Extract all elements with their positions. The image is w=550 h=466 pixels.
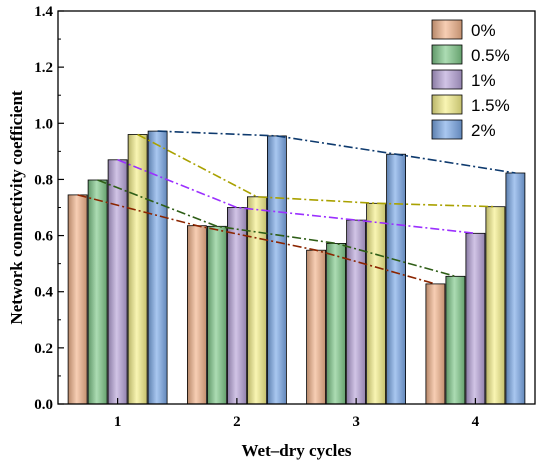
axes-layer: 0.0 0.2 0.4 0.6 0.8 1.0 1.2 1.4 1 2 3 4 xyxy=(34,4,479,430)
bar-0%-cycle-3 xyxy=(306,249,327,405)
y-tick-label: 0.8 xyxy=(34,172,53,188)
bars-layer xyxy=(67,130,526,405)
trend-line-0% xyxy=(77,194,436,285)
x-axis-title: Wet–dry cycles xyxy=(242,441,352,460)
bar-1.5%-cycle-4 xyxy=(485,206,506,405)
bar-0%-cycle-1 xyxy=(67,194,88,405)
x-tick-label: 1 xyxy=(114,414,122,430)
y-tick-label: 0.4 xyxy=(34,285,53,301)
y-tick-label: 1.4 xyxy=(34,4,53,20)
legend-swatch-2% xyxy=(431,119,463,140)
legend-label: 0.5% xyxy=(471,46,510,65)
bar-0%-cycle-4 xyxy=(425,283,446,405)
bar-2%-cycle-4 xyxy=(505,172,526,405)
trend-line-2% xyxy=(157,130,516,174)
bar-0%-cycle-2 xyxy=(186,225,207,405)
legend-swatch-0% xyxy=(431,19,463,40)
bar-0.5%-cycle-1 xyxy=(87,179,108,405)
trend-line-1% xyxy=(117,159,476,235)
bar-1%-cycle-1 xyxy=(107,159,128,405)
bar-1%-cycle-4 xyxy=(465,232,486,405)
y-tick-label: 1.0 xyxy=(34,116,53,132)
legend-label: 1.5% xyxy=(471,96,510,115)
legend-label: 1% xyxy=(471,71,496,90)
bar-0.5%-cycle-3 xyxy=(326,242,347,405)
bar-1%-cycle-2 xyxy=(226,207,247,405)
bar-2%-cycle-1 xyxy=(147,130,168,405)
x-tick-label: 3 xyxy=(352,414,360,430)
y-tick-label: 0.6 xyxy=(34,229,53,245)
trend-line-1.5% xyxy=(137,133,496,208)
trend-lines-layer xyxy=(77,130,516,285)
legend-swatch-0.5% xyxy=(431,44,463,65)
bar-1.5%-cycle-1 xyxy=(127,134,148,405)
bar-0.5%-cycle-4 xyxy=(445,275,466,405)
legend-label: 0% xyxy=(471,21,496,40)
bar-1.5%-cycle-3 xyxy=(366,202,387,405)
y-tick-label: 1.2 xyxy=(34,60,53,76)
bar-0.5%-cycle-2 xyxy=(206,225,227,405)
bar-2%-cycle-2 xyxy=(266,135,287,405)
y-tick-label: 0.0 xyxy=(34,397,53,413)
legend-label: 2% xyxy=(471,121,496,140)
bar-1.5%-cycle-2 xyxy=(246,196,267,405)
trend-line-0.5% xyxy=(97,179,456,278)
legend-swatch-1.5% xyxy=(431,94,463,115)
x-tick-label: 2 xyxy=(233,414,241,430)
y-tick-label: 0.2 xyxy=(34,341,53,357)
y-axis-title: Network connectivity coefficient xyxy=(7,90,26,324)
x-tick-label: 4 xyxy=(472,414,480,430)
legend: 0% 0.5% 1% 1.5% 2% xyxy=(431,19,510,140)
legend-swatch-1% xyxy=(431,69,463,90)
bar-2%-cycle-3 xyxy=(386,153,407,405)
